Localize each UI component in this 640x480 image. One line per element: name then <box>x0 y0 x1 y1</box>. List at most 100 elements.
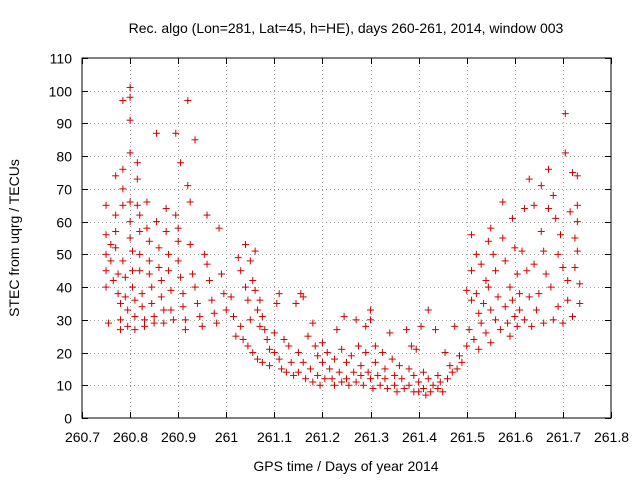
data-point <box>299 293 307 301</box>
data-point <box>126 149 134 157</box>
data-point <box>304 332 312 340</box>
data-point <box>520 316 528 324</box>
data-point <box>508 214 516 222</box>
data-point <box>518 247 526 255</box>
data-point <box>451 322 459 330</box>
y-tick-label: 110 <box>50 51 73 67</box>
data-point <box>251 247 259 255</box>
data-point <box>431 326 439 334</box>
data-point <box>367 306 375 314</box>
data-point <box>222 306 230 314</box>
data-point <box>246 316 254 324</box>
data-point <box>292 299 300 307</box>
data-point <box>261 326 269 334</box>
data-point <box>258 358 266 366</box>
data-point <box>453 365 461 373</box>
data-point <box>446 362 454 370</box>
data-point <box>439 388 447 396</box>
data-point <box>547 283 555 291</box>
data-point <box>549 191 557 199</box>
data-point <box>191 136 199 144</box>
data-point <box>559 319 567 327</box>
data-point <box>133 159 141 167</box>
data-point <box>174 257 182 265</box>
x-axis-label: GPS time / Days of year 2014 <box>253 458 438 474</box>
data-point <box>540 247 548 255</box>
data-point <box>326 365 334 373</box>
data-point <box>121 273 129 281</box>
data-point <box>554 250 562 258</box>
data-point <box>482 329 490 337</box>
data-point <box>576 280 584 288</box>
data-point <box>128 247 136 255</box>
data-point <box>210 309 218 317</box>
data-point <box>165 267 173 275</box>
data-point <box>263 335 271 343</box>
data-point <box>128 283 136 291</box>
data-point <box>104 319 112 327</box>
data-point <box>167 286 175 294</box>
data-point <box>383 385 391 393</box>
data-point <box>249 349 257 357</box>
data-point <box>196 313 204 321</box>
data-point <box>323 349 331 357</box>
data-point <box>357 371 365 379</box>
data-point <box>407 342 415 350</box>
y-axis-label: STEC from uqrg / TECUs <box>6 159 22 317</box>
y-tick-label: 40 <box>56 280 72 296</box>
data-point <box>124 322 132 330</box>
data-point <box>246 257 254 265</box>
data-point <box>352 378 360 386</box>
data-point <box>468 296 476 304</box>
data-point <box>275 355 283 363</box>
x-tick-label: 261.8 <box>594 429 629 445</box>
data-point <box>400 385 408 393</box>
data-point <box>477 260 485 268</box>
data-point <box>220 290 228 298</box>
data-point <box>229 313 237 321</box>
data-point <box>436 378 444 386</box>
data-point <box>143 224 151 232</box>
data-point <box>559 263 567 271</box>
data-point <box>501 257 509 265</box>
data-point <box>465 326 473 334</box>
data-point <box>484 237 492 245</box>
data-point <box>314 371 322 379</box>
x-tick-label: 260.7 <box>65 429 100 445</box>
data-point <box>119 185 127 193</box>
data-point <box>251 286 259 294</box>
data-point <box>496 326 504 334</box>
data-point <box>244 296 252 304</box>
data-point <box>347 352 355 360</box>
data-point <box>405 365 413 373</box>
data-point <box>239 335 247 343</box>
data-point <box>448 368 456 376</box>
data-point <box>234 254 242 262</box>
data-point <box>499 198 507 206</box>
data-point <box>398 375 406 383</box>
data-point <box>119 201 127 209</box>
data-point <box>549 316 557 324</box>
data-point <box>564 277 572 285</box>
data-point <box>203 260 211 268</box>
data-point <box>150 313 158 321</box>
data-point <box>198 322 206 330</box>
data-point <box>138 290 146 298</box>
data-point <box>318 358 326 366</box>
data-point <box>472 250 480 258</box>
x-tick-label: 260.8 <box>113 429 148 445</box>
plot-frame <box>81 57 612 419</box>
data-point <box>131 313 139 321</box>
data-point <box>107 257 115 265</box>
data-point <box>172 211 180 219</box>
data-point <box>193 299 201 307</box>
axis-ticks <box>82 58 612 419</box>
y-tick-label: 60 <box>56 215 72 231</box>
data-point <box>429 381 437 389</box>
data-point <box>554 303 562 311</box>
data-point <box>335 368 343 376</box>
data-point <box>487 339 495 347</box>
data-point <box>552 214 560 222</box>
data-point <box>314 352 322 360</box>
data-point <box>116 326 124 334</box>
